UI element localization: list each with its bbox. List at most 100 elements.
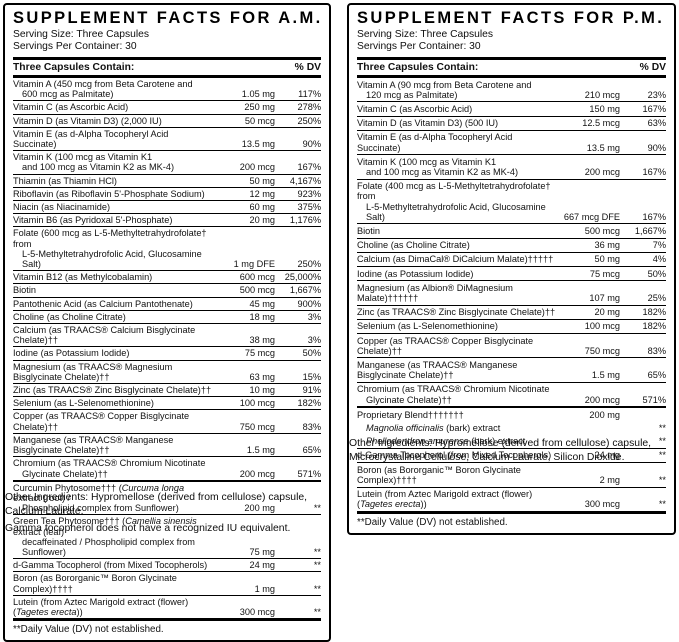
am-serving-size: Serving Size: Three Capsules xyxy=(13,29,150,40)
ingredient-name: Selenium (as L-Selenomethionine) xyxy=(357,321,498,332)
ingredient-amount: 1.5 mg xyxy=(591,370,620,381)
ingredient-name: Choline (as Choline Citrate) xyxy=(357,240,470,251)
am-panel-title: SUPPLEMENT FACTS FOR A.M. xyxy=(13,9,323,27)
ingredient-name: Vitamin A (90 mcg from Beta Carotene and… xyxy=(357,79,532,100)
table-row: Niacin (as Niacinamide) 60 mg 375% xyxy=(13,200,321,213)
ingredient-name: Phellodendron amurense (bark) extract xyxy=(366,436,526,447)
ingredient-name: Folate (400 mcg as L-5-Methyltetrahydrof… xyxy=(357,181,551,222)
table-row: d-Gamma Tocopherol (from Mixed Tocophero… xyxy=(357,447,666,462)
ingredient-name: Copper (as TRAACS® Copper Bisglycinate C… xyxy=(13,411,190,432)
pm-other-ingredients-note: Other Ingredients: Hypromellose (derived… xyxy=(349,438,652,463)
ingredient-amount: 50 mg xyxy=(249,175,275,186)
table-row: Phellodendron amurense (bark) extract ** xyxy=(357,435,666,448)
ingredient-dv: 182% xyxy=(642,321,667,332)
ingredient-amount: 1.5 mg xyxy=(246,445,275,456)
ingredient-dv: ** xyxy=(313,560,321,571)
table-row: Selenium (as L-Selenomethionine) 100 mcg 1… xyxy=(357,318,667,333)
ingredient-dv: 1,667% xyxy=(634,225,666,236)
am-table-header: Three Capsules Contain: % DV xyxy=(13,57,321,78)
ingredient-amount: 150 mg xyxy=(589,103,620,114)
table-row: Vitamin B6 (as Pyridoxal 5'-Phosphate) 20… xyxy=(13,213,321,226)
table-row: Manganese (as TRAACS® Manganese Bisglyci… xyxy=(357,357,666,381)
table-row: Vitamin C (as Ascorbic Acid) 150 mg 167% xyxy=(357,101,666,115)
table-row: Vitamin K (100 mcg as Vitamin K1 and 100 … xyxy=(13,150,321,173)
ingredient-amount: 210 mcg xyxy=(584,89,620,100)
ingredient-name: Calcium (as DimaCal® DiCalcium Malate)††… xyxy=(357,254,554,265)
ingredient-dv: 182% xyxy=(297,398,322,409)
ingredient-name: Vitamin B12 (as Methylcobalamin) xyxy=(13,272,153,283)
ingredient-name: Boron (as Bororganic™ Boron Glycinate Co… xyxy=(13,573,177,594)
ingredient-amount: 75 mcg xyxy=(244,348,275,359)
table-row: Calcium (as TRAACS® Calcium Bisglycinate… xyxy=(13,323,321,346)
ingredient-amount: 24 mg xyxy=(594,450,620,461)
ingredient-dv: 15% xyxy=(302,371,321,382)
ingredient-name: d-Gamma Tocopherol (from Mixed Tocophero… xyxy=(13,560,208,571)
ingredient-dv: 167% xyxy=(642,166,667,177)
table-row: Riboflavin (as Riboflavin 5'-Phosphate S… xyxy=(13,186,321,200)
ingredient-amount: 500 mcg xyxy=(239,285,275,296)
ingredient-dv: 7% xyxy=(652,240,666,251)
table-row: Folate (600 mcg as L-5-Methyltetrahydrof… xyxy=(13,226,321,270)
ingredient-amount: 200 mcg xyxy=(239,162,275,173)
table-row: Lutein (from Aztec Marigold extract (flo… xyxy=(357,486,666,511)
ingredient-amount: 200 mcg xyxy=(584,394,620,405)
ingredient-dv: 900% xyxy=(297,298,322,309)
ingredient-dv: ** xyxy=(313,583,321,594)
ingredient-dv: 63% xyxy=(647,118,666,129)
ingredient-dv: ** xyxy=(313,546,321,557)
ingredient-dv: 250% xyxy=(297,259,322,270)
ingredient-name: Magnesium (as Albion® DiMagnesium Malate… xyxy=(357,282,513,303)
table-row: Iodine (as Potassium Iodide) 75 mcg 50% xyxy=(13,346,321,359)
table-row: Zinc (as TRAACS® Zinc Bisglycinate Chela… xyxy=(357,304,667,319)
am-notes: Other Ingredients: Hypromellose (derived… xyxy=(5,491,339,540)
table-row: Iodine (as Potassium Iodide) 75 mcg 50% xyxy=(357,266,666,280)
ingredient-name: Vitamin B6 (as Pyridoxal 5'-Phosphate) xyxy=(13,215,173,226)
ingredient-amount: 38 mg xyxy=(249,335,275,346)
table-row: Copper (as TRAACS® Copper Bisglycinate C… xyxy=(357,333,666,357)
ingredient-name: Manganese (as TRAACS® Manganese Bisglyci… xyxy=(13,434,174,456)
table-row: Copper (as TRAACS® Copper Bisglycinate C… xyxy=(13,409,321,432)
ingredient-dv: 50% xyxy=(302,348,321,359)
ingredient-amount: 13.5 mg xyxy=(586,142,620,153)
ingredient-dv: 50% xyxy=(647,268,666,279)
ingredient-amount: 20 mg xyxy=(249,215,275,226)
ingredient-name: d-Gamma Tocopherol (from Mixed Tocophero… xyxy=(357,450,552,461)
ingredient-name: Selenium (as L-Selenomethionine) xyxy=(13,398,154,409)
ingredient-amount: 75 mg xyxy=(249,546,275,557)
ingredient-amount: 300 mcg xyxy=(239,606,275,617)
am-supplement-facts-panel: SUPPLEMENT FACTS FOR A.M. Serving Size: … xyxy=(3,3,331,642)
ingredient-dv: 90% xyxy=(647,142,666,153)
ingredient-name: Vitamin C (as Ascorbic Acid) xyxy=(13,102,129,113)
ingredient-dv: 3% xyxy=(307,335,321,346)
table-row: Choline (as Choline Citrate) 36 mg 7% xyxy=(357,237,666,252)
ingredient-name: Pantothenic Acid (as Calcium Pantothenat… xyxy=(13,298,193,309)
ingredient-name: Vitamin D (as Vitamin D3) (500 IU) xyxy=(357,118,499,129)
ingredient-name: Boron (as Bororganic™ Boron Glycinate Co… xyxy=(357,464,521,485)
ingredient-amount: 300 mcg xyxy=(584,499,620,510)
table-row: Pantothenic Acid (as Calcium Pantothenat… xyxy=(13,296,322,310)
table-row: Vitamin B12 (as Methylcobalamin) 600 mcg 2… xyxy=(13,270,321,283)
ingredient-dv: 182% xyxy=(642,307,667,318)
pm-table-header: Three Capsules Contain: % DV xyxy=(357,57,666,78)
table-row: Biotin 500 mcg 1,667% xyxy=(357,223,666,237)
ingredient-dv: 4,167% xyxy=(289,175,321,186)
pm-notes: Other Ingredients: Hypromellose (derived… xyxy=(349,437,671,468)
ingredient-dv: 1,176% xyxy=(289,215,321,226)
pm-dv-footnote: **Daily Value (DV) not established. xyxy=(357,510,666,529)
ingredient-dv: 278% xyxy=(297,102,322,113)
ingredient-name: Vitamin E (as d-Alpha Tocopheryl Acid Su… xyxy=(357,132,513,153)
table-row: Vitamin A (450 mcg from Beta Carotene an… xyxy=(13,78,321,100)
ingredient-amount: 1.05 mg xyxy=(241,89,275,100)
ingredient-amount: 500 mcg xyxy=(584,225,620,236)
ingredient-dv: 25% xyxy=(647,292,666,303)
ingredient-dv: 375% xyxy=(297,202,322,213)
table-row: Magnesium (as TRAACS® Magnesium Bisglyci… xyxy=(13,359,321,383)
ingredient-amount: 1 mg DFE xyxy=(233,259,275,270)
ingredient-amount: 200 mcg xyxy=(584,166,620,177)
ingredient-amount: 667 mcg DFE xyxy=(563,211,620,222)
ingredient-name: Vitamin K (100 mcg as Vitamin K1 and 100 … xyxy=(357,156,519,177)
ingredient-name: Iodine (as Potassium Iodide) xyxy=(357,268,474,279)
table-row: Vitamin E (as d-Alpha Tocopheryl Acid Su… xyxy=(357,129,666,154)
ingredient-amount: 200 mg xyxy=(244,503,275,514)
ingredient-dv: ** xyxy=(658,474,666,485)
